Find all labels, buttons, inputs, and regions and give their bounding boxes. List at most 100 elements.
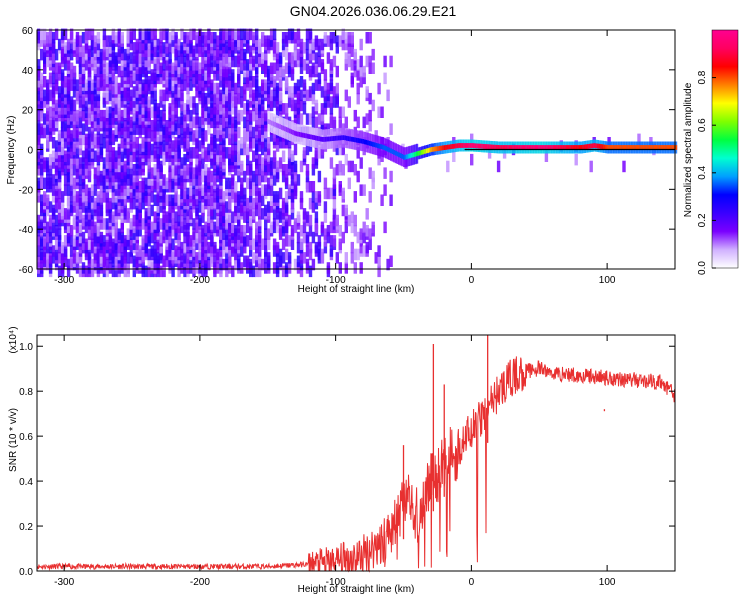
spectrogram-cell xyxy=(207,38,211,51)
spectrogram-cell xyxy=(147,204,151,217)
ridge-core xyxy=(394,150,397,156)
ridge-core xyxy=(365,139,368,145)
spectrogram-cell xyxy=(589,160,593,173)
spectrogram-cell xyxy=(159,201,163,213)
spectrogram-cell xyxy=(290,52,295,64)
spectrogram-cell xyxy=(269,174,274,186)
spectrogram-cell xyxy=(195,79,199,91)
ridge-core xyxy=(350,136,353,142)
spectrogram-cell xyxy=(305,211,310,223)
spectrogram-cell xyxy=(219,258,223,271)
spectrogram-cell xyxy=(344,52,348,64)
spectrogram-cell xyxy=(296,92,301,105)
ridge-core xyxy=(484,144,487,149)
spectrogram-cell xyxy=(359,38,363,51)
spectrogram-cell xyxy=(51,252,56,264)
spectrogram-cell xyxy=(225,208,229,220)
spectrogram-cell xyxy=(165,255,169,267)
spectrogram-cell xyxy=(108,231,113,244)
spectrogram-cell xyxy=(264,153,268,166)
spectrogram-cell xyxy=(267,252,271,264)
spectrogram-cell xyxy=(252,32,256,44)
spectrogram-cell xyxy=(51,184,56,196)
spectrogram-cell xyxy=(96,106,101,118)
spectrogram-cell xyxy=(341,38,345,51)
spectrogram-cell xyxy=(213,82,217,95)
spectrogram-cell xyxy=(329,221,334,234)
spectrogram-cell xyxy=(129,167,133,179)
spectrogram-cell xyxy=(362,221,366,234)
spectrogram-cell xyxy=(246,130,250,142)
spectrogram-cell xyxy=(177,38,181,51)
spectrogram-cell xyxy=(332,214,337,227)
ridge-core xyxy=(295,131,298,137)
ridge-core xyxy=(398,152,401,158)
spectrogram-cell xyxy=(201,235,205,247)
spectrogram-cell xyxy=(156,130,160,142)
spectrogram-cell xyxy=(267,150,271,162)
spectrogram-cell xyxy=(252,197,256,210)
spectrogram-cell xyxy=(162,123,166,135)
spectrogram-cell xyxy=(281,265,286,278)
spectrogram-cell xyxy=(66,147,71,159)
spectrogram-cell xyxy=(171,167,175,179)
spectrogram-cell xyxy=(305,38,310,51)
spectrogram-cell xyxy=(204,235,208,247)
ridge-core xyxy=(631,145,634,150)
spectrogram-cell xyxy=(87,126,92,139)
spectrogram-cell xyxy=(60,191,65,203)
spectrogram-cell xyxy=(144,208,148,220)
ridge-core xyxy=(417,150,420,156)
spectrogram-cell xyxy=(129,140,133,152)
spectrogram-cell xyxy=(240,143,244,156)
spectrogram-cell xyxy=(338,35,342,47)
spectrogram-cell xyxy=(305,113,310,125)
spectrogram-cell xyxy=(365,208,369,220)
colorbar-gradient xyxy=(711,29,739,269)
spectrogram-cell xyxy=(326,187,331,200)
spectrogram-cell xyxy=(296,255,301,267)
spectrogram-cell xyxy=(258,245,262,257)
spectrogram-cell xyxy=(75,191,80,203)
spectrogram-cell xyxy=(132,238,136,250)
spectrogram-cell xyxy=(195,126,199,139)
spectrogram-cell xyxy=(120,109,124,122)
spectrogram-cell xyxy=(347,214,351,227)
ridge-core xyxy=(375,142,378,148)
spectrogram-cell xyxy=(228,113,232,125)
spectrogram-cell xyxy=(123,160,127,173)
spectrogram-cell xyxy=(120,96,124,108)
spectrogram-cell xyxy=(210,218,214,230)
ridge-core xyxy=(572,145,575,150)
spectrogram-cell xyxy=(326,231,331,244)
ridge-core xyxy=(292,130,295,135)
ridge-core xyxy=(670,145,673,150)
spectrogram-cell xyxy=(231,221,235,234)
spectrogram-cell xyxy=(93,231,98,244)
spectrogram-cell xyxy=(335,42,339,54)
spectrogram-cell xyxy=(258,140,262,152)
ridge-core xyxy=(512,145,515,150)
spectrogram-cell xyxy=(228,76,232,88)
spectrogram-cell xyxy=(222,245,226,257)
spectrogram-cell xyxy=(264,238,268,250)
spectrogram-cell xyxy=(46,123,50,135)
spectrogram-cell xyxy=(207,167,211,179)
spectrogram-cell xyxy=(87,106,92,118)
spectrogram-cell xyxy=(171,79,175,91)
spectrogram-cell xyxy=(249,130,253,142)
spectrogram-cell xyxy=(96,204,101,217)
ridge-core xyxy=(595,143,598,149)
spectrogram-cell xyxy=(278,248,283,261)
spectrogram-cell xyxy=(189,96,193,108)
spectrogram-cell xyxy=(81,191,86,203)
spectrogram-cell xyxy=(198,160,202,173)
spectrogram-cell xyxy=(267,35,271,47)
spectrogram-cell xyxy=(246,221,250,234)
spectrogram-cell xyxy=(150,92,154,105)
spectrogram-cell xyxy=(267,143,271,156)
spectrogram-cell xyxy=(261,106,265,118)
spectrogram-cell xyxy=(362,245,366,257)
spectrogram-cell xyxy=(43,191,47,203)
